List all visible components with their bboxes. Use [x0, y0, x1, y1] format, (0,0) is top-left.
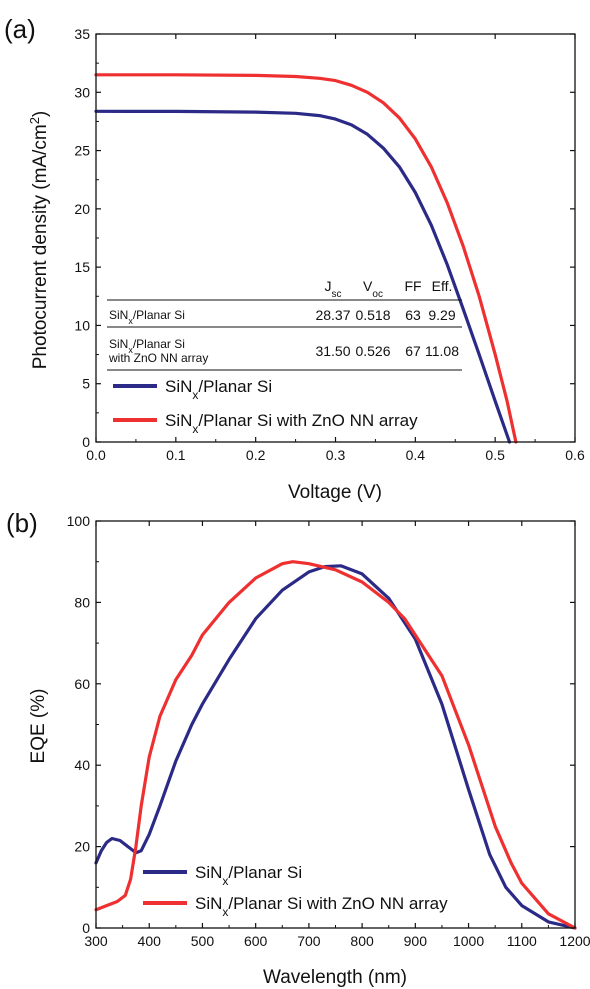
- a-y-tick-label: 10: [74, 317, 90, 333]
- a-y-tick-label: 25: [74, 143, 90, 159]
- table-header-2: Voc: [363, 278, 383, 300]
- b-plot-frame: [95, 520, 576, 929]
- b-y-tick-label: 0: [82, 920, 90, 936]
- b-y-tick-label: 80: [74, 594, 90, 610]
- a-y-tick-label: 5: [82, 376, 90, 392]
- b-x-tick-label: 600: [244, 933, 268, 949]
- table-cell: 67: [405, 343, 421, 359]
- a-x-tick-label: 0.3: [326, 447, 346, 463]
- table-header-4: Eff.: [432, 278, 453, 294]
- a-x-tick-label: 0.0: [86, 447, 106, 463]
- b-x-tick-label: 700: [297, 933, 321, 949]
- b-y-tick-label: 100: [67, 513, 91, 529]
- panel-b-label: (b): [6, 508, 38, 538]
- b-x-tick-label: 500: [191, 933, 215, 949]
- panel-b-x-axis-title: Wavelength (nm): [263, 967, 407, 988]
- a-series-line-1: [94, 109, 512, 444]
- b-y-tick-label: 60: [74, 676, 90, 692]
- a-y-tick-label: 30: [74, 84, 90, 100]
- a-y-tick-label: 15: [74, 259, 90, 275]
- panel-a-jv-chart: (a) 0.0 0.1 0.2 0.3 0.4 0.5 0.605101520253035 …: [4, 14, 585, 503]
- b-x-tick-label: 800: [350, 933, 374, 949]
- a-y-tick-label: 20: [74, 201, 90, 217]
- b-x-tick-label: 1100: [507, 933, 537, 949]
- panel-b-y-axis-title: EQE (%): [28, 689, 49, 764]
- a-series-line-2: [94, 73, 518, 444]
- panel-a-label: (a): [4, 14, 36, 44]
- table-header-3: FF: [404, 278, 421, 294]
- a-x-tick-label: 0.2: [246, 447, 266, 463]
- b-legend-label-1: SiNx/Planar Si: [195, 863, 302, 888]
- b-x-tick-label: 300: [84, 933, 108, 949]
- panel-a-parameter-table: Jsc Voc FF Eff. SiNx/Planar Si 28.37 0.518 63 9.…: [107, 278, 462, 371]
- table-row-label-1: SiNx/Planar Si: [109, 308, 185, 326]
- a-x-tick-label: 0.6: [565, 447, 585, 463]
- a-x-tick-label: 0.1: [166, 447, 186, 463]
- b-y-tick-label: 20: [74, 839, 90, 855]
- b-legend-label-2: SiNx/Planar Si with ZnO NN array: [195, 894, 448, 919]
- panel-a-legend: SiNx/Planar Si SiNx/Planar Si with ZnO NN…: [113, 377, 418, 436]
- table-row-label-line2-2: with ZnO NN array: [108, 351, 208, 365]
- table-row-label-2: SiNx/Planar Si: [109, 337, 185, 355]
- panel-b-plot-area: 300 400 500 600 700 800 900 1000 1100 1200 0 20 40 60…: [67, 513, 590, 949]
- b-x-tick-label: 1200: [559, 933, 590, 949]
- b-series-line-1: [94, 564, 577, 930]
- a-legend-label-2: SiNx/Planar Si with ZnO NN array: [165, 411, 418, 436]
- b-y-tick-label: 40: [74, 757, 90, 773]
- table-cell: 11.08: [425, 343, 459, 359]
- panel-a-plot-area: 0.0 0.1 0.2 0.3 0.4 0.5 0.6 0 5 10 15 20 25 30 35: [74, 26, 585, 463]
- table-header-1: Jsc: [325, 278, 342, 300]
- panel-a-y-axis-title: Photocurrent density (mA/cm2): [27, 111, 52, 370]
- b-series-line-2: [94, 560, 577, 930]
- b-x-tick-label: 1000: [453, 933, 484, 949]
- table-cell: 0.518: [355, 307, 390, 323]
- table-cell: 0.526: [355, 343, 390, 359]
- table-cell: 63: [405, 307, 421, 323]
- a-x-tick-label: 0.4: [406, 447, 426, 463]
- panel-a-x-axis-title: Voltage (V): [288, 482, 382, 503]
- b-x-tick-label: 400: [138, 933, 162, 949]
- table-cell: 31.50: [315, 343, 350, 359]
- panel-b-eqe-chart: (b) 300 400 500 600 700 800 900 1000 1100 1200 0 20…: [6, 508, 590, 988]
- a-x-tick-label: 0.5: [485, 447, 505, 463]
- table-cell: 28.37: [315, 307, 350, 323]
- a-y-tick-label: 35: [74, 26, 90, 42]
- table-cell: 9.29: [428, 307, 455, 323]
- panel-b-legend: SiNx/Planar Si SiNx/Planar Si with ZnO NN…: [143, 863, 448, 919]
- a-legend-label-1: SiNx/Planar Si: [165, 377, 272, 402]
- b-x-tick-label: 900: [404, 933, 428, 949]
- a-y-tick-label: 0: [82, 434, 90, 450]
